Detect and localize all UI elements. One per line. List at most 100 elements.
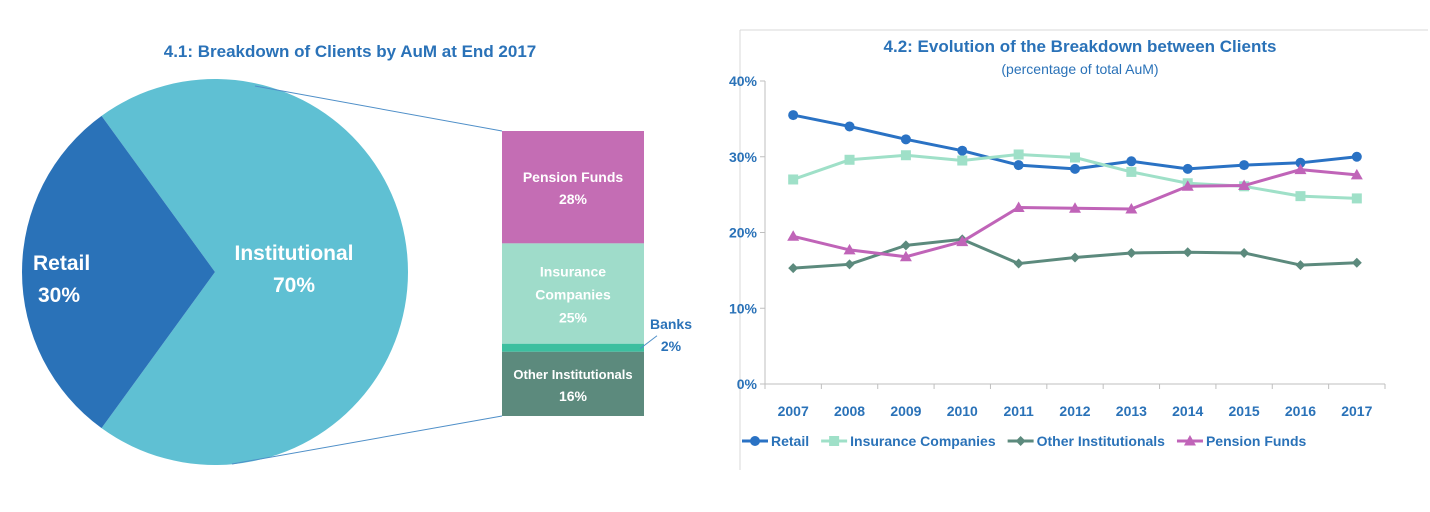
data-point-insurance-companies bbox=[1295, 191, 1306, 202]
legend-marker bbox=[1183, 435, 1196, 446]
data-point-other-institutionals bbox=[1070, 252, 1080, 263]
data-point-insurance-companies bbox=[1070, 152, 1080, 163]
connector-top bbox=[254, 85, 503, 132]
data-point-retail bbox=[1126, 156, 1137, 167]
data-point-pension-funds bbox=[1238, 179, 1251, 191]
data-point-pension-funds bbox=[1294, 163, 1307, 175]
data-point-pension-funds bbox=[899, 250, 912, 262]
data-point-insurance-companies bbox=[844, 154, 855, 165]
x-tick-label: 2007 bbox=[778, 403, 809, 419]
data-point-retail bbox=[1013, 160, 1024, 171]
stack-label-pension-funds: Pension Funds bbox=[523, 169, 624, 185]
data-point-other-institutionals bbox=[1013, 258, 1024, 269]
data-point-other-institutionals bbox=[1126, 247, 1137, 258]
x-tick-label: 2011 bbox=[1003, 403, 1034, 419]
stack-label-other-institutionals: Other Institutionals bbox=[513, 367, 632, 382]
x-tick-label: 2013 bbox=[1116, 403, 1147, 419]
legend-label: Other Institutionals bbox=[1037, 433, 1166, 449]
breakdown-connectors bbox=[231, 85, 503, 465]
legend: Retail Insurance Companies Other Instituti… bbox=[742, 433, 1307, 449]
data-point-other-institutionals bbox=[788, 263, 799, 274]
chart-title: 4.1: Breakdown of Clients by AuM at End … bbox=[164, 42, 537, 61]
pie-breakdown-chart: 4.1: Breakdown of Clients by AuM at End … bbox=[21, 42, 692, 465]
stack-segment-other-institutionals bbox=[502, 351, 644, 416]
stack-segment-insurance-companies bbox=[502, 243, 644, 344]
data-point-insurance-companies bbox=[1351, 193, 1362, 204]
stack-label-line2-insurance-companies: Companies bbox=[535, 287, 611, 303]
legend-marker bbox=[750, 436, 760, 446]
legend-marker bbox=[1015, 436, 1026, 446]
pie: Retail 30% Institutional 70% bbox=[21, 79, 409, 465]
data-point-retail bbox=[1070, 163, 1080, 174]
x-tick-label: 2015 bbox=[1229, 403, 1260, 419]
series-line-pension-funds bbox=[792, 168, 1357, 259]
y-tick-label: 40% bbox=[729, 73, 758, 89]
pie-value-institutional: 70% bbox=[273, 274, 315, 297]
data-point-retail bbox=[788, 110, 799, 121]
line-chart: 4.2: Evolution of the Breakdown between … bbox=[729, 29, 1428, 470]
legend-label: Retail bbox=[771, 433, 809, 449]
pie-slice-retail bbox=[21, 115, 215, 429]
data-point-other-institutionals bbox=[900, 240, 911, 251]
data-point-other-institutionals bbox=[844, 259, 855, 270]
axes: 0% 10% 20% 30% 40% 2007 2008 2009 2010 2011 2012 20… bbox=[729, 73, 1386, 419]
legend-item-insurance-companies: Insurance Companies bbox=[821, 433, 996, 449]
stack-label-banks: Banks bbox=[650, 316, 692, 332]
series bbox=[787, 110, 1363, 274]
x-tick-label: 2017 bbox=[1341, 403, 1372, 419]
x-tick-label: 2009 bbox=[890, 403, 921, 419]
data-point-pension-funds bbox=[1125, 203, 1138, 214]
stack-label-line1-insurance-companies: Insurance bbox=[540, 264, 606, 280]
data-point-other-institutionals bbox=[1351, 257, 1362, 268]
stack-segment-pension-funds bbox=[502, 131, 644, 244]
series-other-institutionals bbox=[788, 234, 1362, 274]
pie-label-institutional: Institutional bbox=[235, 242, 354, 265]
data-point-insurance-companies bbox=[900, 150, 911, 161]
x-tick-label: 2016 bbox=[1285, 403, 1316, 419]
data-point-other-institutionals bbox=[1295, 260, 1306, 271]
x-tick-label: 2008 bbox=[834, 403, 865, 419]
y-tick-label: 30% bbox=[729, 149, 758, 165]
stack-value-pension-funds: 28% bbox=[559, 191, 588, 207]
data-point-insurance-companies bbox=[1013, 149, 1024, 160]
data-point-pension-funds bbox=[1012, 201, 1025, 213]
data-point-pension-funds bbox=[787, 230, 800, 241]
series-retail bbox=[788, 110, 1362, 174]
legend-item-pension-funds: Pension Funds bbox=[1176, 433, 1307, 449]
banks-leader-line bbox=[639, 335, 658, 350]
stack-value-banks: 2% bbox=[661, 338, 682, 354]
data-point-retail bbox=[1239, 160, 1250, 171]
data-point-retail bbox=[1182, 163, 1193, 174]
data-point-retail bbox=[957, 145, 968, 156]
x-tick-label: 2010 bbox=[947, 403, 978, 419]
data-point-insurance-companies bbox=[957, 155, 968, 166]
data-point-retail bbox=[844, 121, 855, 132]
data-point-retail bbox=[1351, 151, 1362, 162]
data-point-insurance-companies bbox=[788, 174, 799, 185]
breakdown-stack: Pension Funds 28% Insurance Companies 25% Ban… bbox=[502, 131, 692, 416]
x-tick-label: 2012 bbox=[1059, 403, 1090, 419]
data-point-retail bbox=[1295, 157, 1306, 168]
series-insurance-companies bbox=[788, 149, 1362, 204]
legend-label: Insurance Companies bbox=[850, 433, 996, 449]
chart-title: 4.2: Evolution of the Breakdown between … bbox=[884, 37, 1277, 56]
legend-item-retail: Retail bbox=[742, 433, 809, 449]
data-point-pension-funds bbox=[1181, 180, 1194, 191]
data-point-pension-funds bbox=[1350, 168, 1363, 180]
data-point-insurance-companies bbox=[1126, 166, 1137, 177]
pie-value-retail: 30% bbox=[38, 284, 80, 307]
x-tick-label: 2014 bbox=[1172, 403, 1203, 419]
data-point-other-institutionals bbox=[1182, 247, 1193, 258]
stack-segment-banks bbox=[502, 343, 644, 352]
chart-subtitle: (percentage of total AuM) bbox=[1001, 61, 1158, 77]
y-tick-label: 10% bbox=[729, 300, 758, 316]
stack-value-other-institutionals: 16% bbox=[559, 388, 588, 404]
data-point-other-institutionals bbox=[1239, 247, 1250, 258]
legend-item-other-institutionals: Other Institutionals bbox=[1007, 433, 1166, 449]
pie-label-retail: Retail bbox=[33, 252, 90, 275]
connector-bottom bbox=[231, 415, 503, 465]
data-point-pension-funds bbox=[1069, 202, 1081, 213]
stack-value-insurance-companies: 25% bbox=[559, 310, 588, 326]
legend-label: Pension Funds bbox=[1206, 433, 1307, 449]
data-point-pension-funds bbox=[843, 243, 856, 255]
